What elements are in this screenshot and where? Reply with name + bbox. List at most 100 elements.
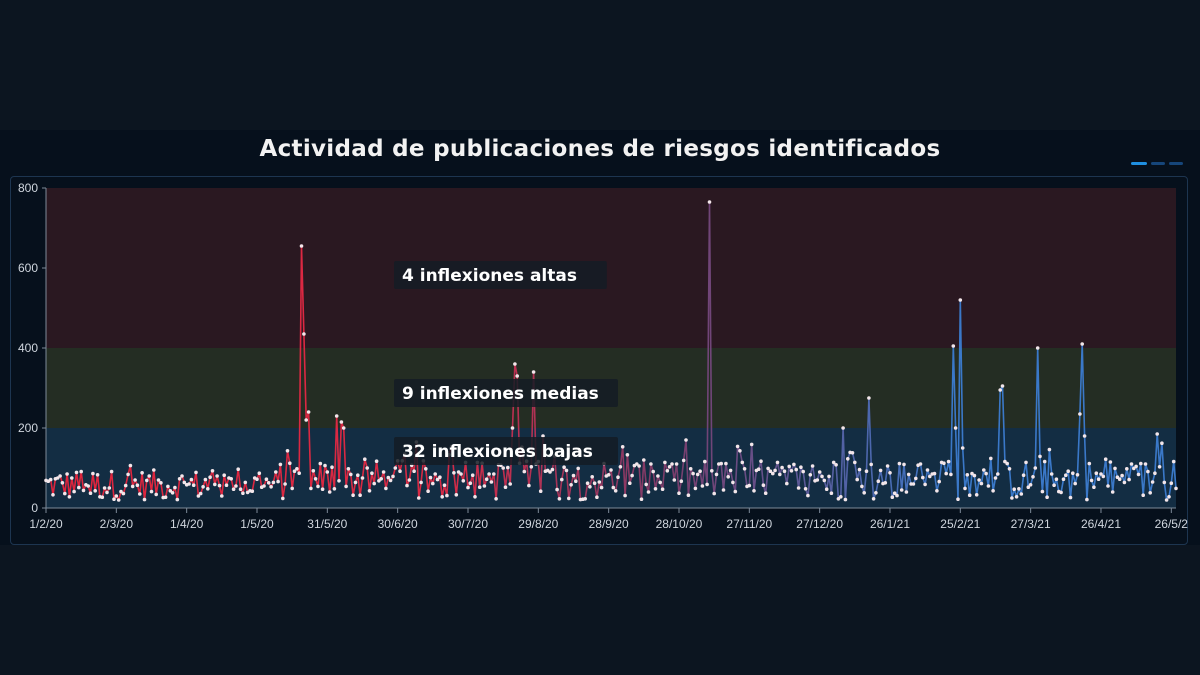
data-point: [320, 487, 325, 492]
data-point: [440, 495, 445, 499]
data-point: [424, 467, 428, 471]
data-point: [855, 477, 859, 482]
data-point: [878, 468, 883, 473]
data-point: [189, 477, 194, 482]
data-point: [1038, 454, 1042, 459]
data-point: [531, 370, 536, 374]
data-point: [119, 489, 123, 494]
data-point: [1164, 498, 1169, 502]
data-point: [658, 480, 662, 485]
data-point: [1066, 469, 1070, 474]
data-point: [1108, 460, 1113, 464]
data-point: [313, 477, 318, 481]
data-point: [281, 496, 285, 501]
x-tick-label: 31/5/20: [307, 517, 347, 531]
data-point: [438, 475, 442, 480]
data-point: [1059, 490, 1063, 495]
data-point: [229, 477, 233, 481]
data-point: [548, 470, 552, 474]
data-point: [501, 466, 506, 470]
data-point: [756, 467, 761, 472]
data-point: [51, 493, 55, 497]
data-point: [433, 472, 438, 476]
data-point: [285, 449, 290, 453]
data-point: [1160, 441, 1164, 446]
data-point: [733, 489, 738, 494]
data-point: [1026, 485, 1031, 490]
data-point: [325, 470, 330, 474]
data-point: [515, 374, 519, 378]
data-point: [269, 485, 273, 489]
data-point: [1045, 495, 1049, 500]
data-point: [365, 466, 370, 470]
data-point: [215, 474, 219, 478]
data-point: [780, 465, 784, 470]
data-point: [623, 493, 627, 498]
data-point: [707, 200, 712, 204]
data-point: [778, 472, 782, 477]
data-point: [304, 418, 309, 422]
data-point: [145, 478, 149, 483]
data-point: [224, 483, 229, 488]
data-point: [970, 471, 974, 476]
data-point: [782, 469, 787, 474]
data-point: [93, 489, 97, 493]
data-point: [651, 469, 655, 474]
data-point: [135, 483, 140, 488]
data-point: [672, 478, 677, 482]
data-point: [1141, 493, 1145, 498]
x-tick-label: 30/6/20: [378, 517, 418, 531]
data-point: [588, 485, 592, 489]
data-point: [234, 484, 238, 488]
data-point: [477, 485, 482, 490]
data-point: [341, 426, 346, 430]
data-point: [339, 420, 344, 424]
y-tick-label: 400: [18, 341, 38, 355]
data-point: [274, 470, 278, 474]
data-point: [468, 481, 473, 486]
data-point: [1171, 459, 1176, 464]
data-point: [250, 489, 255, 494]
data-point: [1110, 490, 1115, 494]
x-tick-label: 1/2/20: [29, 517, 63, 531]
data-point: [564, 468, 569, 473]
data-point: [1064, 473, 1068, 478]
data-point: [332, 487, 337, 491]
data-point: [1078, 412, 1082, 416]
data-point: [885, 464, 890, 468]
data-point: [1129, 462, 1134, 466]
data-point: [1028, 483, 1033, 487]
data-point: [431, 481, 435, 486]
x-tick-label: 26/1/21: [870, 517, 910, 531]
data-point: [742, 467, 747, 471]
data-point: [822, 478, 827, 483]
data-point: [381, 470, 386, 474]
data-point: [238, 487, 243, 492]
data-point: [306, 410, 311, 414]
data-point: [1125, 467, 1129, 471]
data-point: [81, 488, 86, 493]
data-point: [1031, 475, 1035, 479]
data-point: [177, 477, 182, 481]
data-point: [370, 471, 374, 476]
data-point: [386, 475, 391, 480]
data-point: [738, 449, 742, 453]
data-point: [768, 469, 773, 474]
x-tick-label: 2/3/20: [100, 517, 134, 531]
data-point: [803, 487, 808, 491]
data-point: [1042, 459, 1047, 464]
data-point: [963, 486, 967, 491]
data-point: [541, 434, 545, 438]
data-point: [815, 478, 820, 482]
data-point: [606, 473, 611, 477]
title-decoration-bar: [1169, 162, 1183, 165]
x-tick-label: 25/2/21: [940, 517, 980, 531]
data-point: [372, 481, 377, 486]
data-point: [1040, 489, 1045, 494]
data-point: [201, 485, 205, 489]
data-point: [91, 471, 95, 476]
data-point: [644, 482, 648, 487]
data-point: [749, 442, 754, 447]
data-point: [470, 473, 475, 478]
data-point: [956, 497, 960, 502]
